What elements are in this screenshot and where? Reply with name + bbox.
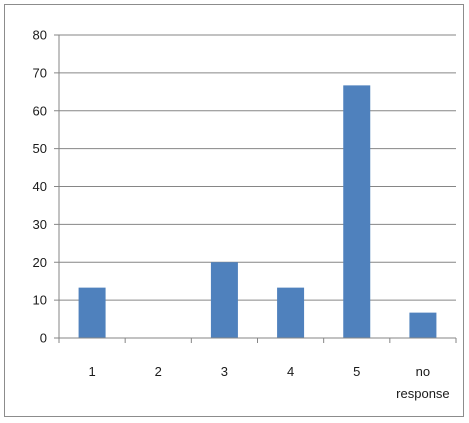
gridlines (54, 34, 456, 339)
y-tick-label: 10 (33, 293, 47, 308)
x-tick-label: 2 (155, 364, 162, 379)
x-tick-label: 5 (353, 364, 360, 379)
y-tick-label: 0 (40, 331, 47, 346)
axes (58, 35, 457, 343)
bar (343, 85, 371, 338)
y-tick-label: 60 (33, 103, 47, 118)
y-tick-labels: 0 10 20 30 40 50 60 70 80 (33, 28, 47, 346)
x-tick-label: 3 (221, 364, 228, 379)
bar (277, 287, 305, 338)
y-tick-label: 30 (33, 217, 47, 232)
y-tick-label: 20 (33, 255, 47, 270)
x-tick-label: 4 (287, 364, 294, 379)
x-tick-label: 1 (88, 364, 95, 379)
bars (78, 85, 437, 338)
y-tick-label: 80 (33, 28, 47, 43)
bar (210, 262, 238, 338)
y-tick-label: 40 (33, 179, 47, 194)
bar (78, 287, 106, 338)
y-tick-label: 50 (33, 141, 47, 156)
x-tick-label: no response (396, 364, 449, 401)
x-tick-labels: 1 2 3 4 5 no response (88, 364, 449, 401)
y-tick-label: 70 (33, 65, 47, 80)
bar (409, 312, 437, 338)
